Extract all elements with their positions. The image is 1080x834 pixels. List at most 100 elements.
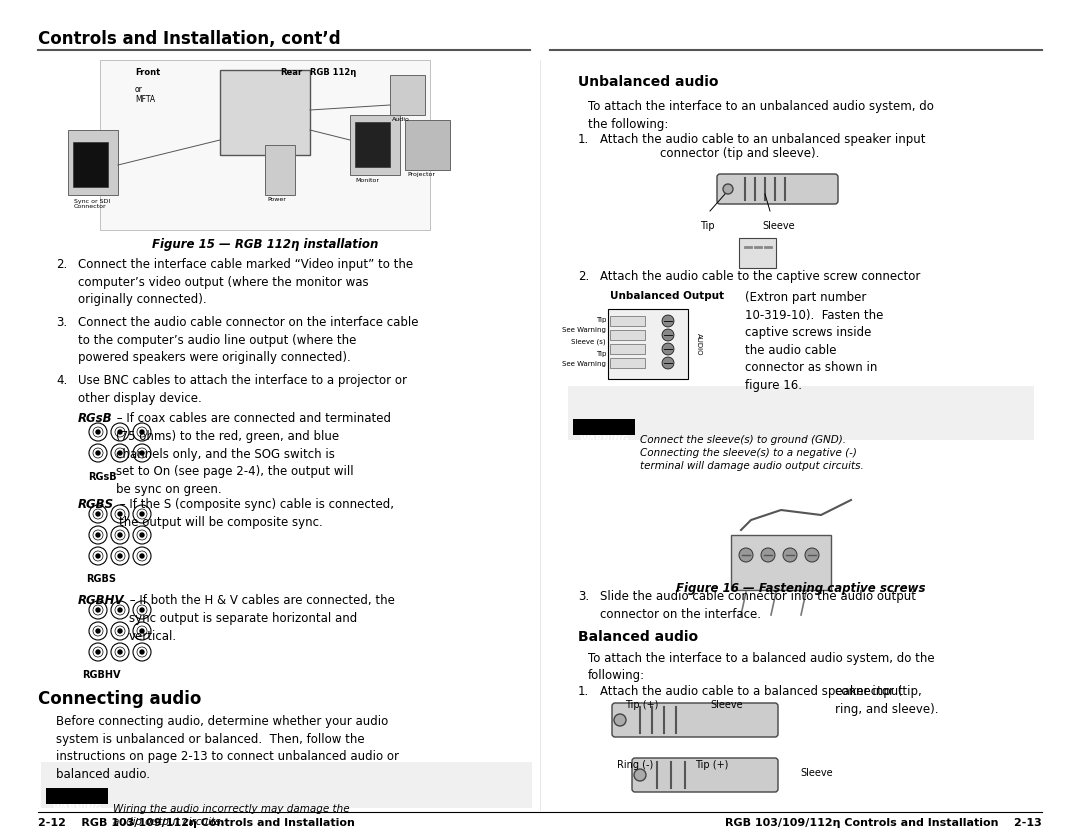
Text: Tip: Tip	[700, 221, 715, 231]
Text: Audio: Audio	[392, 117, 410, 122]
Text: RGBHV: RGBHV	[82, 670, 121, 680]
Text: Unbalanced audio: Unbalanced audio	[578, 75, 718, 89]
Text: RGsB: RGsB	[78, 412, 112, 425]
Text: the output will be composite sync.: the output will be composite sync.	[119, 516, 323, 529]
Text: – If coax cables are connected and terminated: – If coax cables are connected and termi…	[113, 412, 391, 425]
Circle shape	[96, 554, 100, 558]
FancyBboxPatch shape	[632, 758, 778, 792]
Text: Connect the audio cable connector on the interface cable
to the computer’s audio: Connect the audio cable connector on the…	[78, 316, 419, 364]
Text: Tip (+): Tip (+)	[625, 700, 659, 710]
FancyBboxPatch shape	[46, 788, 108, 804]
Circle shape	[739, 548, 753, 562]
Circle shape	[140, 608, 144, 612]
Circle shape	[118, 554, 122, 558]
Circle shape	[96, 533, 100, 537]
Text: Wiring the audio incorrectly may damage the
audio output circuits.: Wiring the audio incorrectly may damage …	[113, 804, 350, 826]
FancyBboxPatch shape	[573, 419, 635, 435]
FancyBboxPatch shape	[608, 309, 688, 379]
Text: 1.: 1.	[578, 685, 590, 698]
Text: Power: Power	[267, 197, 286, 202]
Text: Connecting audio: Connecting audio	[38, 690, 201, 708]
Text: 4.: 4.	[56, 374, 67, 387]
FancyBboxPatch shape	[610, 358, 645, 368]
FancyBboxPatch shape	[610, 316, 645, 326]
FancyBboxPatch shape	[265, 145, 295, 195]
Text: Slide the audio cable connector into the audio output
connector on the interface: Slide the audio cable connector into the…	[600, 590, 916, 620]
Text: Attach the audio cable to the captive screw connector: Attach the audio cable to the captive sc…	[600, 270, 920, 283]
Circle shape	[761, 548, 775, 562]
Text: Tip: Tip	[596, 351, 606, 357]
Circle shape	[96, 629, 100, 633]
Text: Controls and Installation, cont’d: Controls and Installation, cont’d	[38, 30, 340, 48]
Circle shape	[662, 315, 674, 327]
Circle shape	[96, 430, 100, 434]
Circle shape	[96, 650, 100, 654]
Text: Ring (-): Ring (-)	[617, 760, 653, 770]
Text: Monitor: Monitor	[355, 178, 379, 183]
Circle shape	[118, 430, 122, 434]
FancyBboxPatch shape	[739, 238, 777, 268]
Text: Sleeve: Sleeve	[800, 768, 833, 778]
Text: Sleeve: Sleeve	[762, 221, 795, 231]
Text: Sleeve: Sleeve	[710, 700, 743, 710]
Text: See Warning: See Warning	[562, 327, 606, 333]
Text: RGBS: RGBS	[78, 498, 114, 511]
Text: RGsB: RGsB	[87, 472, 117, 482]
Text: – If both the H & V cables are connected, the: – If both the H & V cables are connected…	[126, 594, 395, 607]
FancyBboxPatch shape	[610, 344, 645, 354]
Circle shape	[634, 769, 646, 781]
Text: (Extron part number
10-319-10).  Fasten the
captive screws inside
the audio cabl: (Extron part number 10-319-10). Fasten t…	[745, 291, 883, 391]
FancyBboxPatch shape	[68, 130, 118, 195]
Text: Connect the sleeve(s) to ground (GND).
Connecting the sleeve(s) to a negative (-: Connect the sleeve(s) to ground (GND). C…	[640, 435, 864, 470]
Text: Attach the audio cable to an unbalanced speaker input: Attach the audio cable to an unbalanced …	[600, 133, 926, 146]
FancyBboxPatch shape	[731, 535, 831, 590]
FancyBboxPatch shape	[100, 60, 430, 230]
Circle shape	[615, 714, 626, 726]
Text: – If the S (composite sync) cable is connected,: – If the S (composite sync) cable is con…	[116, 498, 394, 511]
Circle shape	[723, 184, 733, 194]
FancyBboxPatch shape	[390, 75, 426, 115]
Text: Use BNC cables to attach the interface to a projector or
other display device.: Use BNC cables to attach the interface t…	[78, 374, 407, 404]
Circle shape	[140, 533, 144, 537]
Text: RGB 112η: RGB 112η	[310, 68, 356, 77]
FancyBboxPatch shape	[41, 762, 532, 808]
Circle shape	[96, 451, 100, 455]
Text: 2.: 2.	[56, 258, 67, 271]
Text: See Warning: See Warning	[562, 361, 606, 367]
Text: WARNING: WARNING	[579, 435, 629, 444]
Text: 2.: 2.	[578, 270, 590, 283]
Text: Tip (+): Tip (+)	[696, 760, 728, 770]
Text: 2-12    RGB 103/109/112η Controls and Installation: 2-12 RGB 103/109/112η Controls and Insta…	[38, 818, 355, 828]
Circle shape	[118, 533, 122, 537]
Circle shape	[805, 548, 819, 562]
FancyBboxPatch shape	[610, 330, 645, 340]
Text: Tip: Tip	[596, 317, 606, 323]
Circle shape	[118, 650, 122, 654]
Text: Figure 15 — RGB 112η installation: Figure 15 — RGB 112η installation	[152, 238, 378, 251]
Circle shape	[140, 650, 144, 654]
Circle shape	[140, 629, 144, 633]
Text: connector (tip,
ring, and sleeve).: connector (tip, ring, and sleeve).	[835, 685, 939, 716]
Circle shape	[140, 430, 144, 434]
Text: Connect the interface cable marked “Video input” to the
computer’s video output : Connect the interface cable marked “Vide…	[78, 258, 414, 306]
Text: Unbalanced Output: Unbalanced Output	[610, 291, 724, 301]
Text: Sync or SDI
Connector: Sync or SDI Connector	[75, 199, 110, 209]
Circle shape	[96, 512, 100, 516]
Circle shape	[140, 554, 144, 558]
FancyBboxPatch shape	[73, 142, 108, 187]
Text: To attach the interface to a balanced audio system, do the
following:: To attach the interface to a balanced au…	[588, 652, 934, 682]
Text: RGB 103/109/112η Controls and Installation    2-13: RGB 103/109/112η Controls and Installati…	[726, 818, 1042, 828]
Circle shape	[783, 548, 797, 562]
FancyBboxPatch shape	[612, 703, 778, 737]
Circle shape	[118, 451, 122, 455]
Text: To attach the interface to an unbalanced audio system, do
the following:: To attach the interface to an unbalanced…	[588, 100, 934, 130]
Text: connector (tip and sleeve).: connector (tip and sleeve).	[660, 147, 820, 160]
FancyBboxPatch shape	[355, 122, 390, 167]
Text: Rear: Rear	[280, 68, 302, 77]
Circle shape	[118, 512, 122, 516]
FancyBboxPatch shape	[220, 70, 310, 155]
Text: AUDIO: AUDIO	[696, 333, 702, 355]
Text: Projector: Projector	[407, 172, 435, 177]
Text: (75 ohms) to the red, green, and blue
channels only, and the SOG switch is
set t: (75 ohms) to the red, green, and blue ch…	[116, 430, 353, 495]
Circle shape	[662, 343, 674, 355]
